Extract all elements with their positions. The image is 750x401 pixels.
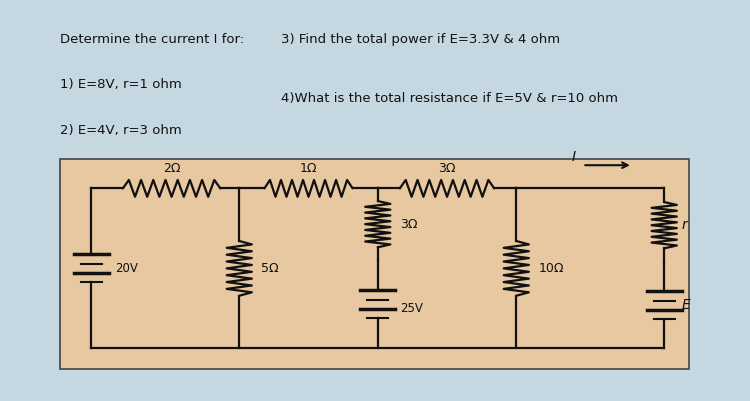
Text: 1Ω: 1Ω <box>300 162 317 175</box>
Text: 3Ω: 3Ω <box>438 162 456 175</box>
Text: 25V: 25V <box>400 302 423 315</box>
Text: 10Ω: 10Ω <box>538 262 564 275</box>
Text: E: E <box>682 298 691 312</box>
Text: 2Ω: 2Ω <box>163 162 180 175</box>
Text: Determine the current I for:: Determine the current I for: <box>60 32 244 46</box>
Text: 1) E=8V, r=1 ohm: 1) E=8V, r=1 ohm <box>60 78 182 91</box>
Text: 4)What is the total resistance if E=5V & r=10 ohm: 4)What is the total resistance if E=5V &… <box>280 92 618 105</box>
Text: 3) Find the total power if E=3.3V & 4 ohm: 3) Find the total power if E=3.3V & 4 oh… <box>280 32 560 46</box>
Bar <box>60 159 689 369</box>
Text: I: I <box>572 150 576 164</box>
Text: 20V: 20V <box>116 262 138 275</box>
Text: 5Ω: 5Ω <box>261 262 279 275</box>
Text: 3Ω: 3Ω <box>400 218 417 231</box>
Text: 2) E=4V, r=3 ohm: 2) E=4V, r=3 ohm <box>60 124 182 137</box>
Text: r: r <box>682 218 688 232</box>
